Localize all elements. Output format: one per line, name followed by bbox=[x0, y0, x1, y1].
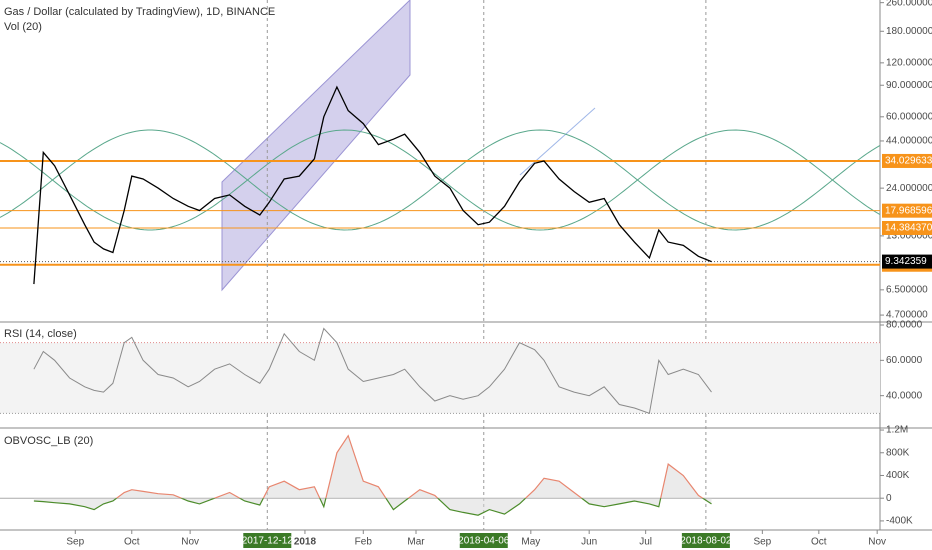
date-label-box bbox=[243, 533, 292, 548]
y-tick-label: -400K bbox=[886, 516, 913, 527]
y-tick-label: 24.000000 bbox=[886, 183, 932, 194]
y-tick-label: 90.000000 bbox=[886, 80, 932, 91]
channel-drawing[interactable] bbox=[221, 0, 411, 292]
x-tick-label: Jul bbox=[639, 537, 652, 548]
rsi-title: RSI (14, close) bbox=[4, 328, 77, 340]
x-tick-label: Nov bbox=[868, 537, 886, 548]
y-tick-label: 180.000000 bbox=[886, 26, 932, 37]
level-label: 17.968596 bbox=[885, 205, 932, 216]
y-tick-label: 60.000000 bbox=[886, 111, 932, 122]
sine-drawing bbox=[0, 129, 881, 231]
rsi-line bbox=[33, 327, 712, 414]
date-label-box bbox=[459, 533, 508, 548]
level-label-box bbox=[882, 220, 932, 235]
x-tick-label: Feb bbox=[355, 537, 373, 548]
x-tick-label: May bbox=[521, 537, 540, 548]
obv-line bbox=[33, 498, 712, 516]
y-tick-label: 800K bbox=[886, 447, 910, 458]
level-label: 14.384370 bbox=[885, 223, 932, 234]
level-label-box bbox=[882, 203, 932, 218]
symbol-title: Gas / Dollar (calculated by TradingView)… bbox=[4, 6, 275, 18]
level-label-box bbox=[882, 254, 932, 269]
date-label: 2018-04-06 bbox=[458, 536, 510, 547]
x-tick-label: Oct bbox=[124, 537, 140, 548]
level-label-box bbox=[882, 153, 932, 168]
x-tick-label: Mar bbox=[407, 537, 425, 548]
y-tick-label: 6.500000 bbox=[886, 284, 928, 295]
y-tick-label: 13.000000 bbox=[886, 231, 932, 242]
y-tick-label: 60.0000 bbox=[886, 355, 923, 366]
price-line-series bbox=[33, 85, 712, 285]
y-tick-label: 4.700000 bbox=[886, 310, 928, 321]
trend-line[interactable] bbox=[519, 107, 596, 176]
level-label: 34.029633 bbox=[885, 156, 932, 167]
x-tick-label: Oct bbox=[811, 537, 827, 548]
y-tick-label: 120.000000 bbox=[886, 57, 932, 68]
x-tick-label: 2018 bbox=[294, 537, 317, 548]
y-tick-label: 260.000000 bbox=[886, 0, 932, 8]
x-tick-label: Sep bbox=[753, 537, 771, 548]
date-label: 2018-08-02 bbox=[680, 536, 732, 547]
x-tick-label: Jun bbox=[581, 537, 597, 548]
obv-title: OBVOSC_LB (20) bbox=[4, 435, 93, 447]
date-label-box bbox=[681, 533, 730, 548]
sine-drawing bbox=[0, 129, 881, 231]
y-tick-label: 0 bbox=[886, 493, 892, 504]
x-tick-label: Sep bbox=[66, 537, 84, 548]
volume-title: Vol (20) bbox=[4, 21, 42, 33]
obv-area bbox=[116, 435, 703, 499]
date-label: 2017-12-12 bbox=[242, 536, 294, 547]
y-tick-label: 80.0000 bbox=[886, 320, 923, 331]
y-tick-label: 400K bbox=[886, 470, 910, 481]
y-tick-label: 44.000000 bbox=[886, 136, 932, 147]
y-tick-label: 1.2M bbox=[886, 425, 908, 436]
level-label: 9.342359 bbox=[885, 256, 927, 267]
rsi-band bbox=[0, 342, 880, 414]
obv-line bbox=[115, 434, 704, 499]
y-tick-label: 40.0000 bbox=[886, 390, 923, 401]
x-tick-label: Nov bbox=[181, 537, 199, 548]
